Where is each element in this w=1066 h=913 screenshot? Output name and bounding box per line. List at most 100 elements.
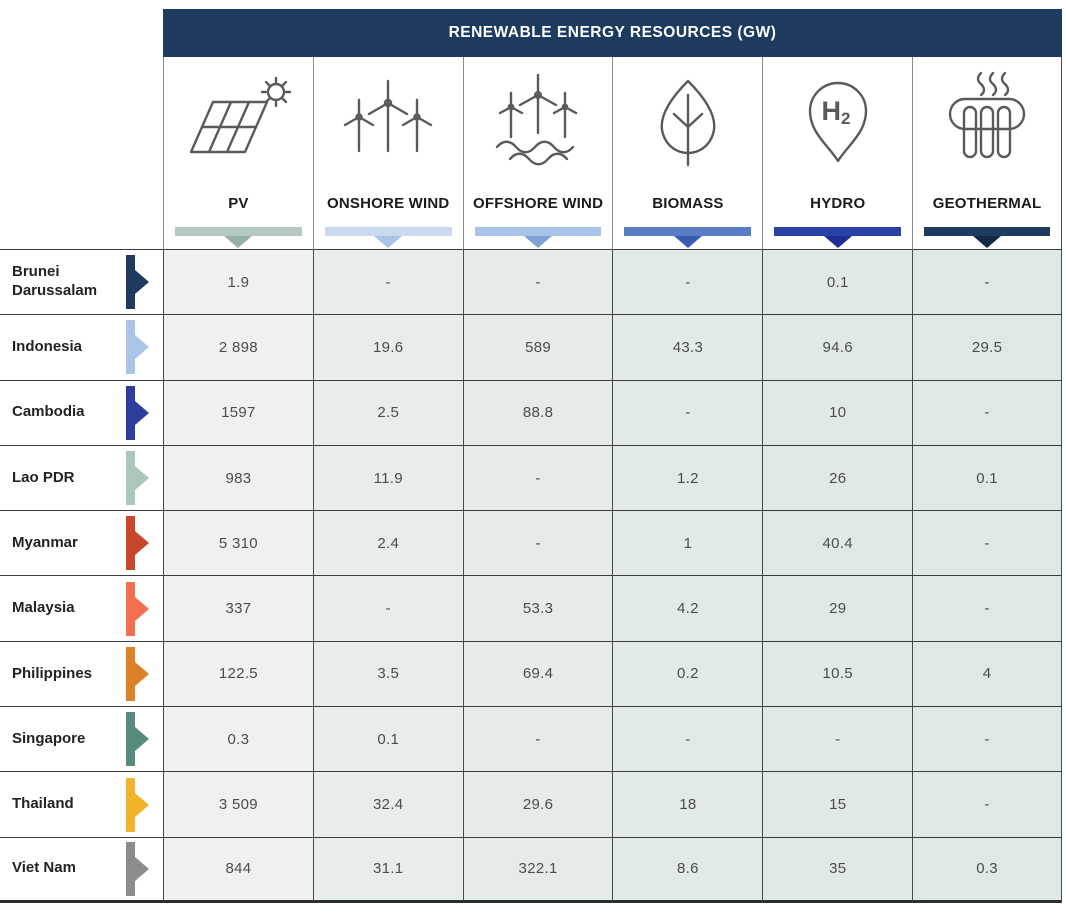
cell-philippines-onshore-wind: 3.5: [312, 641, 463, 708]
column-label: GEOTHERMAL: [932, 195, 1042, 212]
row-label-cambodia: Cambodia: [0, 380, 163, 446]
cell-brunei-onshore-wind: -: [312, 250, 463, 316]
row-marker: [126, 777, 149, 832]
hydro-pin-icon: H2: [763, 67, 912, 171]
cell-lao-geothermal: 0.1: [912, 445, 1062, 512]
cell-singapore-offshore-wind: -: [462, 707, 613, 773]
cell-cambodia-biomass: -: [612, 380, 763, 446]
cell-malaysia-hydro: 29: [762, 576, 913, 642]
column-accent-bar: [774, 227, 902, 236]
svg-text:H2: H2: [821, 96, 850, 128]
row-label-philippines: Philippines: [0, 641, 163, 708]
cell-lao-offshore-wind: -: [462, 445, 613, 512]
cell-philippines-offshore-wind: 69.4: [462, 641, 613, 708]
column-accent-bar: [924, 227, 1050, 236]
column-accent-bar: [624, 227, 752, 236]
cell-indonesia-pv: 2 898: [163, 315, 313, 381]
cell-indonesia-geothermal: 29.5: [912, 315, 1062, 381]
row-label-myanmar: Myanmar: [0, 511, 163, 577]
cell-indonesia-biomass: 43.3: [612, 315, 763, 381]
country-name: Myanmar: [12, 533, 78, 551]
cell-philippines-biomass: 0.2: [612, 641, 763, 708]
column-accent-bar: [175, 227, 302, 236]
country-name: Cambodia: [12, 403, 85, 421]
column-label: ONSHORE WIND: [327, 195, 450, 212]
row-marker: [126, 646, 149, 701]
column-label: BIOMASS: [652, 195, 724, 212]
row-marker: [126, 451, 149, 506]
row-marker: [126, 385, 149, 440]
cell-thailand-offshore-wind: 29.6: [462, 772, 613, 838]
cell-vietnam-pv: 844: [163, 837, 313, 903]
cell-lao-hydro: 26: [762, 445, 913, 512]
cell-singapore-biomass: -: [612, 707, 763, 773]
row-label-thailand: Thailand: [0, 772, 163, 838]
row-label-malaysia: Malaysia: [0, 576, 163, 642]
cell-vietnam-onshore-wind: 31.1: [312, 837, 463, 903]
column-label: HYDRO: [810, 195, 866, 212]
column-label: PV: [228, 195, 249, 212]
country-name: Singapore: [12, 729, 86, 747]
cell-brunei-geothermal: -: [912, 250, 1062, 316]
cell-singapore-onshore-wind: 0.1: [312, 707, 463, 773]
cell-thailand-biomass: 18: [612, 772, 763, 838]
column-accent-bar: [324, 227, 452, 236]
cell-vietnam-geothermal: 0.3: [912, 837, 1062, 903]
cell-thailand-pv: 3 509: [163, 772, 313, 838]
cell-myanmar-pv: 5 310: [163, 511, 313, 577]
cell-myanmar-offshore-wind: -: [462, 511, 613, 577]
geothermal-icon: [913, 67, 1061, 171]
cell-myanmar-geothermal: -: [912, 511, 1062, 577]
cell-lao-pv: 983: [163, 445, 313, 512]
corner-cell: [0, 57, 163, 250]
cell-malaysia-offshore-wind: 53.3: [462, 576, 613, 642]
cell-indonesia-onshore-wind: 19.6: [312, 315, 463, 381]
cell-vietnam-hydro: 35: [762, 837, 913, 903]
cell-myanmar-biomass: 1: [612, 511, 763, 577]
cell-malaysia-biomass: 4.2: [612, 576, 763, 642]
country-name: Lao PDR: [12, 468, 75, 486]
cell-cambodia-pv: 1597: [163, 380, 313, 446]
column-label: OFFSHORE WIND: [473, 195, 604, 212]
cell-thailand-onshore-wind: 32.4: [312, 772, 463, 838]
cell-malaysia-pv: 337: [163, 576, 313, 642]
cell-singapore-geothermal: -: [912, 707, 1062, 773]
row-marker: [126, 581, 149, 636]
cell-singapore-pv: 0.3: [163, 707, 313, 773]
row-marker: [126, 255, 149, 310]
country-name: Viet Nam: [12, 859, 76, 877]
cell-cambodia-onshore-wind: 2.5: [312, 380, 463, 446]
country-name: Philippines: [12, 664, 93, 682]
cell-brunei-hydro: 0.1: [762, 250, 913, 316]
solar-pv-icon: [164, 67, 313, 171]
biomass-leaf-icon: [613, 67, 762, 171]
cell-lao-biomass: 1.2: [612, 445, 763, 512]
cell-vietnam-biomass: 8.6: [612, 837, 763, 903]
cell-philippines-hydro: 10.5: [762, 641, 913, 708]
column-header-hydro: H2 HYDRO: [762, 57, 913, 250]
country-name: Thailand: [12, 795, 74, 813]
cell-singapore-hydro: -: [762, 707, 913, 773]
cell-cambodia-geothermal: -: [912, 380, 1062, 446]
column-header-biomass: BIOMASS: [612, 57, 763, 250]
column-header-onshore-wind: ONSHORE WIND: [312, 57, 463, 250]
country-name: Brunei Darussalam: [12, 263, 98, 300]
offshore-wind-icon: [464, 67, 613, 171]
row-label-lao-pdr: Lao PDR: [0, 445, 163, 512]
cell-brunei-biomass: -: [612, 250, 763, 316]
cell-philippines-geothermal: 4: [912, 641, 1062, 708]
row-marker: [126, 516, 149, 571]
column-header-offshore-wind: OFFSHORE WIND: [462, 57, 613, 250]
data-grid: PV ONSHORE WIND: [0, 57, 1062, 903]
cell-indonesia-offshore-wind: 589: [462, 315, 613, 381]
country-name: Malaysia: [12, 599, 75, 617]
onshore-wind-icon: [314, 67, 463, 171]
column-header-pv: PV: [163, 57, 313, 250]
cell-cambodia-hydro: 10: [762, 380, 913, 446]
column-accent-bar: [474, 227, 602, 236]
cell-malaysia-geothermal: -: [912, 576, 1062, 642]
row-label-singapore: Singapore: [0, 707, 163, 773]
cell-thailand-geothermal: -: [912, 772, 1062, 838]
row-marker: [126, 712, 149, 767]
